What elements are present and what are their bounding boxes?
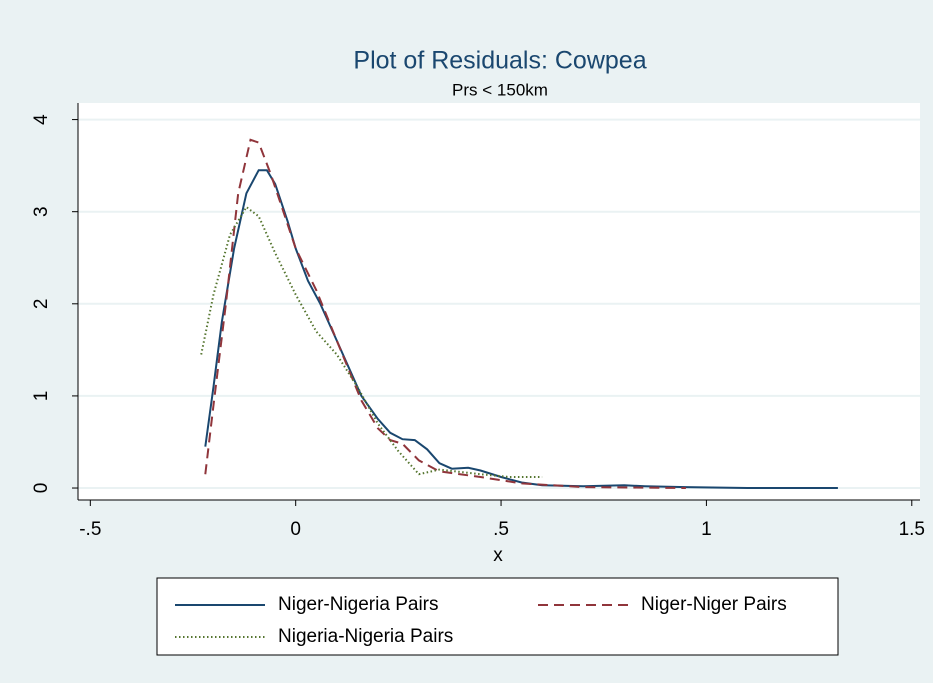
legend-label: Nigeria-Nigeria Pairs [278,626,453,647]
x-tick-label: 1.5 [899,519,925,540]
x-axis-label: x [493,545,503,566]
series-line [204,138,686,489]
plot-area [78,103,920,500]
chart-title: Plot of Residuals: Cowpea [353,47,646,75]
chart-subtitle: Prs < 150km [452,80,548,99]
x-tick-label: .5 [493,519,509,540]
y-tick-label: 1 [31,391,52,402]
y-tick-label: 0 [31,483,52,494]
x-tick-label: -.5 [79,519,101,540]
y-tick-label: 4 [31,114,52,125]
x-tick-label: 1 [701,519,712,540]
legend-box [156,577,839,656]
y-tick-label: 2 [31,299,52,310]
legend-label: Niger-Niger Pairs [641,594,787,615]
series-line [200,205,543,478]
legend-label: Niger-Nigeria Pairs [278,594,439,615]
y-tick-label: 3 [31,206,52,217]
x-tick-label: 0 [290,519,301,540]
